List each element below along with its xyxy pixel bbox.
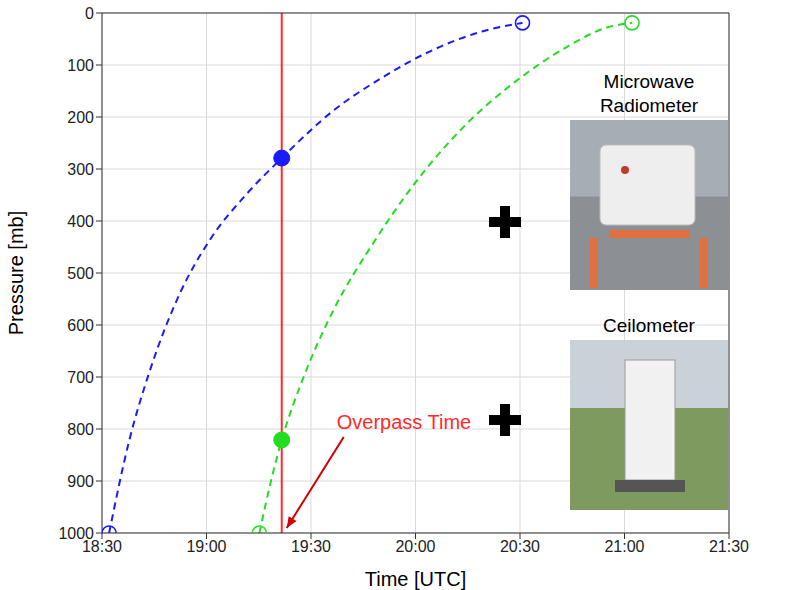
svg-text:0: 0 — [85, 5, 94, 22]
svg-text:400: 400 — [67, 213, 94, 230]
svg-text:100: 100 — [67, 57, 94, 74]
svg-text:19:30: 19:30 — [291, 538, 331, 555]
svg-text:600: 600 — [67, 317, 94, 334]
svg-text:500: 500 — [67, 265, 94, 282]
svg-text:21:30: 21:30 — [709, 538, 749, 555]
svg-text:Overpass Time: Overpass Time — [337, 411, 471, 433]
svg-text:300: 300 — [67, 161, 94, 178]
svg-text:Ceilometer: Ceilometer — [603, 315, 696, 336]
svg-text:200: 200 — [67, 109, 94, 126]
svg-text:21:00: 21:00 — [604, 538, 644, 555]
svg-text:20:30: 20:30 — [500, 538, 540, 555]
svg-text:Pressure [mb]: Pressure [mb] — [5, 211, 27, 335]
svg-text:1000: 1000 — [58, 525, 94, 542]
svg-text:Radiometer: Radiometer — [600, 95, 699, 116]
svg-text:700: 700 — [67, 369, 94, 386]
svg-text:18:30: 18:30 — [82, 538, 122, 556]
svg-text:20:00: 20:00 — [395, 538, 435, 555]
svg-text:900: 900 — [67, 473, 94, 490]
svg-text:Microwave: Microwave — [604, 71, 695, 92]
svg-text:Time [UTC]: Time [UTC] — [365, 568, 466, 590]
svg-text:19:00: 19:00 — [186, 538, 226, 555]
svg-text:800: 800 — [67, 421, 94, 438]
